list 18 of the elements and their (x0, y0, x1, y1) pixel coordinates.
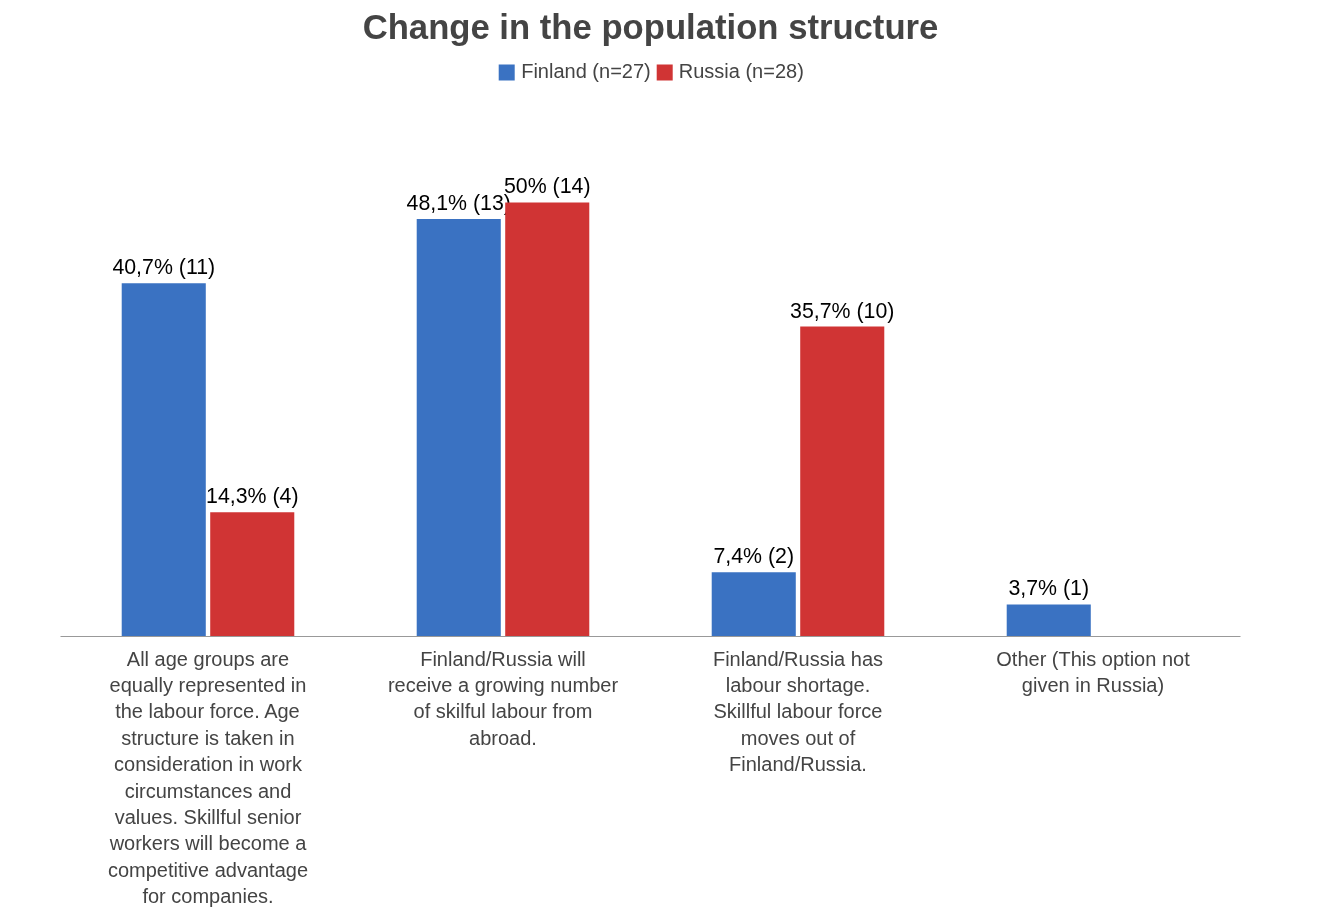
bar (210, 512, 295, 637)
bar (800, 326, 885, 637)
data-label: 3,7% (1) (1008, 576, 1090, 601)
x-tick-label: Other (This option not given in Russia) (996, 647, 1191, 696)
bar (121, 283, 206, 637)
legend-label: Finland (n=27) (521, 60, 651, 83)
bar (416, 218, 501, 637)
bar (711, 572, 796, 637)
category-label: All age groups are equally represented in the labour force. Age structure is taken in consideration in work circumstances and values. Skillful senior workers will become a competitive advantage for companies. (107, 647, 309, 908)
x-tick-label: Finland/Russia has labour shortage. Skillful labour force moves out of Finland/Russia. (712, 647, 884, 776)
data-label: 40,7% (11) (112, 255, 216, 280)
chart-title: Change in the population structure (362, 7, 939, 46)
bar (1006, 604, 1091, 637)
legend-label: Russia (n=28) (678, 60, 804, 83)
data-label: 7,4% (2) (713, 544, 795, 569)
data-label: 35,7% (10) (790, 298, 895, 323)
x-tick-label: Finland/Russia will receive a growing number of skilful labour from abroad. (387, 647, 619, 749)
data-label: 14,3% (4) (206, 484, 299, 509)
